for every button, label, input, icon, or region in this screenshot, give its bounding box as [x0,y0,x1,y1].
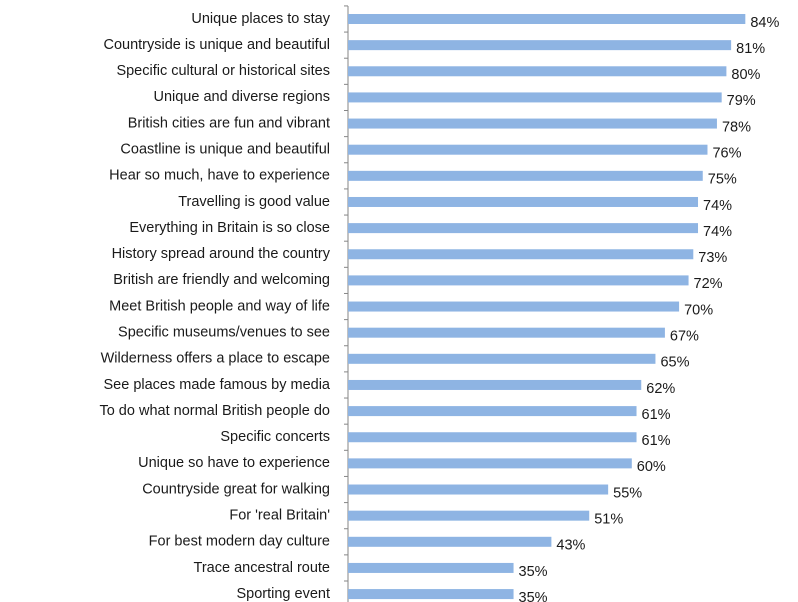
bar [348,118,717,129]
category-label: Unique and diverse regions [153,89,330,105]
bar [348,353,656,364]
value-label: 84% [750,15,779,31]
value-label: 75% [708,172,737,188]
bar [348,144,708,155]
category-label: Countryside great for walking [142,481,330,497]
category-label: Everything in Britain is so close [129,220,330,236]
category-label: Specific museums/venues to see [118,325,330,341]
value-label: 72% [694,276,723,292]
bar [348,66,727,77]
value-label: 80% [731,67,760,83]
value-label: 51% [594,511,623,527]
bar [348,92,722,103]
bar [348,589,514,600]
bar [348,223,699,234]
bar [348,14,746,24]
category-label: For best modern day culture [149,534,330,550]
bar [348,406,637,417]
bar [348,536,552,547]
value-label: 70% [684,302,713,318]
category-label: Unique so have to experience [138,455,330,471]
value-label: 35% [519,590,548,602]
value-label: 62% [646,381,675,397]
value-label: 43% [556,538,585,554]
category-label: Travelling is good value [178,194,330,210]
value-label: 67% [670,329,699,345]
value-label: 81% [736,41,765,57]
value-label: 35% [519,564,548,580]
category-label: Specific cultural or historical sites [116,63,330,79]
value-label: 61% [642,433,671,449]
value-label: 61% [642,407,671,423]
bar [348,432,637,443]
value-label: 65% [660,355,689,371]
value-label: 78% [722,119,751,135]
bar [348,301,680,312]
value-label: 74% [703,198,732,214]
bar [348,484,609,495]
category-label: Hear so much, have to experience [109,168,330,184]
category-label: Countryside is unique and beautiful [103,37,330,53]
category-label: History spread around the country [112,246,331,262]
bar [348,379,642,390]
value-label: 73% [698,250,727,266]
bar [348,275,689,286]
category-label: To do what normal British people do [99,403,330,419]
category-label: For 'real Britain' [229,507,330,523]
bar [348,458,632,469]
category-label: Coastline is unique and beautiful [120,142,330,158]
bar [348,40,732,51]
category-label: Sporting event [236,586,330,602]
category-label: See places made famous by media [104,377,331,393]
category-label: British are friendly and welcoming [113,272,330,288]
category-label: Specific concerts [220,429,330,445]
category-label: Trace ancestral route [194,560,330,576]
value-label: 74% [703,224,732,240]
bar [348,196,699,207]
category-label: Unique places to stay [191,11,330,27]
value-label: 55% [613,485,642,501]
bar [348,327,665,338]
bar [348,510,590,521]
value-label: 60% [637,459,666,475]
value-label: 76% [712,146,741,162]
bar [348,562,514,573]
category-label: Wilderness offers a place to escape [101,351,330,367]
value-label: 79% [727,93,756,109]
bar [348,170,703,181]
category-label: Meet British people and way of life [109,298,330,314]
category-label: British cities are fun and vibrant [128,115,330,131]
bar [348,249,694,260]
